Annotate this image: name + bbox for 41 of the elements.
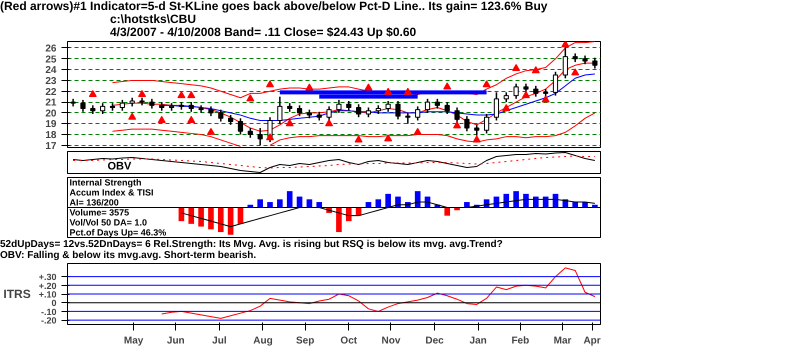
x-tick-label: Oct bbox=[340, 336, 358, 346]
x-tick-label: Mar bbox=[554, 336, 572, 346]
y-tick-label: +.20 bbox=[38, 280, 57, 291]
annotation: Pct.of Days Up= 46.3% bbox=[70, 228, 166, 238]
y-tick-label: -.20 bbox=[40, 316, 57, 326]
x-tick-label: Jun bbox=[166, 336, 185, 346]
x-tick-label: Feb bbox=[511, 336, 530, 346]
y-tick-label: -.10 bbox=[40, 306, 57, 317]
annotation: AI= 136/200 bbox=[70, 198, 119, 208]
x-tick-label: May bbox=[124, 336, 144, 346]
y-tick-label: 18 bbox=[45, 130, 57, 142]
y-tick-label: +.10 bbox=[38, 290, 57, 300]
y-tick-label: 0 bbox=[51, 298, 57, 308]
x-tick-label: Sep bbox=[296, 336, 314, 346]
text: OBV bbox=[108, 160, 132, 172]
chart-subtitle: Accum Index & TISI bbox=[70, 188, 154, 198]
y-tick-label: 21 bbox=[45, 98, 57, 109]
text: 4/3/2007 - 4/10/2008 Band= .11 Close= $24.43 Up $0.60 bbox=[110, 25, 416, 39]
x-tick-label: Jan bbox=[470, 336, 487, 346]
y-tick-label: 26 bbox=[45, 43, 57, 54]
x-tick-label: Apr bbox=[583, 336, 601, 346]
y-tick-label: 20 bbox=[45, 108, 57, 120]
y-tick-label: 25 bbox=[45, 54, 57, 66]
x-tick-label: Aug bbox=[253, 336, 273, 346]
y-tick-label: 17 bbox=[45, 140, 57, 152]
y-tick-label: 23 bbox=[45, 76, 57, 87]
chart-subtitle: c:\hotstks\CBU bbox=[110, 12, 196, 26]
annotation: Vol/Vol 50 DA= 1.0 bbox=[70, 218, 147, 228]
annotation: Volume= 3575 bbox=[70, 208, 130, 218]
y-axis-title: ITRS bbox=[3, 287, 31, 301]
x-tick-label: Nov bbox=[382, 336, 401, 346]
text: 52dUpDays= 12vs.52DnDays= 6 Rel.Strength: Its Mvg. Avg. is rising but RSQ is below its mvg. avg.Trend? bbox=[0, 239, 503, 250]
chart-title: (Red arrows)#1 Indicator=5-d St-KLine goes back above/below Pct-D Line.. Its gain= 123.6% Buy bbox=[0, 0, 548, 13]
y-tick-label: 24 bbox=[45, 65, 57, 76]
x-tick-label: Dec bbox=[425, 336, 444, 346]
y-tick-label: 22 bbox=[45, 86, 57, 98]
text: OBV: Falling & below its mvg.avg. Short-term bearish. bbox=[0, 250, 256, 261]
chart-title: Internal Strength bbox=[70, 178, 142, 188]
x-tick-label: Jul bbox=[212, 336, 227, 346]
y-tick-label: +.30 bbox=[38, 272, 57, 282]
y-tick-label: 19 bbox=[45, 119, 57, 130]
